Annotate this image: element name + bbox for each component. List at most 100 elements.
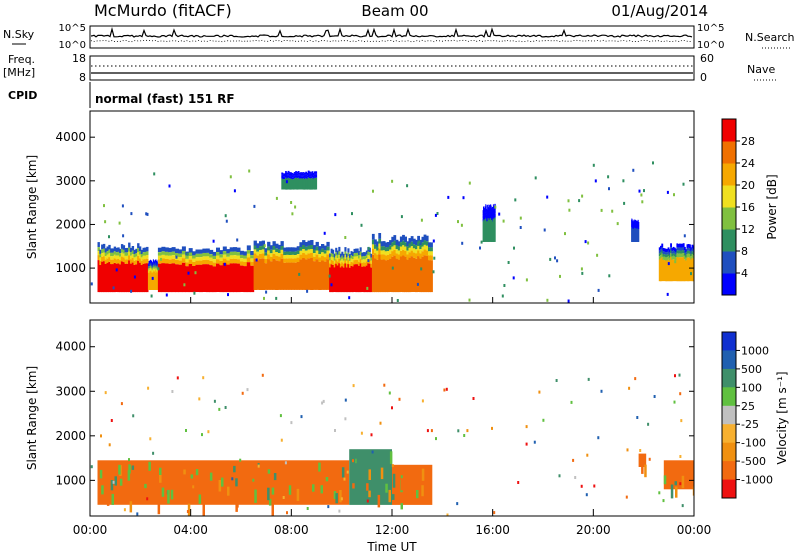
- power-cell: [293, 178, 296, 190]
- velocity-speckle: [385, 483, 388, 493]
- power-cell: [333, 267, 336, 292]
- velocity-speckle: [674, 374, 676, 378]
- nsky-label: N.Sky: [3, 28, 35, 41]
- power-cell: [222, 258, 227, 263]
- power-cell: [290, 172, 292, 174]
- power-cell: [676, 243, 679, 248]
- velocity-speckle: [368, 469, 371, 480]
- power-cell: [310, 172, 313, 174]
- power-cell: [297, 171, 300, 173]
- power-cell: [307, 258, 311, 290]
- velocity-speckle: [195, 469, 199, 476]
- power-cell: [272, 241, 276, 247]
- power-cell: [296, 178, 299, 190]
- velocity-speckle: [241, 391, 244, 395]
- power-speckle: [391, 266, 394, 270]
- power-cell: [378, 248, 382, 255]
- power-cell: [312, 174, 315, 176]
- power-cell: [662, 254, 665, 257]
- power-cell: [676, 257, 679, 282]
- power-cell: [493, 212, 495, 216]
- power-cell: [378, 233, 382, 239]
- power-cell: [128, 255, 131, 261]
- power-cell: [350, 258, 353, 262]
- power-cell: [209, 260, 214, 266]
- power-cell: [387, 242, 390, 247]
- power-cell: [362, 259, 365, 263]
- power-speckle: [418, 240, 421, 244]
- velocity-colorbar-tick-label: 25: [741, 400, 755, 413]
- power-cell: [195, 253, 200, 258]
- velocity-speckle: [246, 388, 249, 392]
- power-speckle: [186, 252, 189, 256]
- power-colorbar-segment: [722, 229, 736, 252]
- velocity-speckle: [186, 510, 189, 513]
- power-cell: [336, 254, 339, 258]
- power-cell: [672, 250, 675, 253]
- power-cell: [430, 251, 433, 256]
- power-cell: [192, 266, 197, 293]
- power-cell: [430, 242, 433, 248]
- noise-sky-trace: [90, 26, 693, 38]
- power-cell: [397, 254, 401, 260]
- power-cell: [365, 254, 368, 259]
- power-speckle: [578, 199, 581, 203]
- power-cell: [330, 264, 333, 293]
- power-cell: [402, 255, 405, 293]
- power-cell: [675, 257, 677, 261]
- power-cell: [308, 176, 311, 178]
- power-cell: [294, 247, 298, 252]
- power-cell: [302, 253, 306, 258]
- velocity-speckle: [325, 477, 329, 482]
- power-cell: [681, 253, 684, 258]
- power-cell: [297, 174, 300, 176]
- power-cell: [494, 210, 496, 214]
- velocity-speckle: [90, 465, 93, 469]
- power-cell: [402, 234, 405, 241]
- power-cell: [673, 253, 676, 257]
- power-speckle: [330, 283, 333, 287]
- power-cell: [291, 258, 295, 263]
- power-cell: [667, 259, 670, 282]
- power-speckle: [594, 179, 597, 183]
- power-cell: [378, 243, 382, 249]
- power-cell: [358, 255, 361, 259]
- power-cell: [691, 244, 694, 249]
- power-cell: [638, 229, 640, 242]
- power-speckle: [436, 212, 439, 215]
- power-cell: [355, 256, 358, 260]
- power-speckle: [165, 293, 168, 297]
- velocity-speckle: [371, 450, 374, 454]
- power-cell: [382, 246, 386, 251]
- power-cell: [397, 250, 401, 255]
- power-cell: [352, 262, 355, 267]
- power-cell: [144, 251, 147, 256]
- power-cell: [335, 263, 338, 293]
- power-cell: [277, 244, 282, 250]
- power-cell: [144, 247, 147, 252]
- velocity-speckle: [185, 429, 187, 432]
- power-cell: [192, 261, 197, 266]
- power-cell: [236, 255, 241, 260]
- power-cell: [339, 263, 342, 268]
- power-cell: [341, 258, 344, 263]
- power-cell: [389, 245, 392, 250]
- power-cell: [142, 259, 145, 264]
- power-cell: [297, 172, 300, 175]
- power-cell: [342, 253, 345, 258]
- power-cell: [303, 174, 306, 176]
- power-region: [157, 245, 255, 293]
- power-cell: [304, 246, 309, 251]
- power-cell: [692, 252, 694, 256]
- velocity-speckle: [366, 499, 369, 503]
- power-cell: [117, 255, 120, 259]
- power-cell: [202, 264, 207, 292]
- velocity-speckle: [333, 491, 337, 499]
- velocity-speckle: [106, 497, 110, 506]
- power-cell: [291, 247, 295, 252]
- velocity-speckle: [647, 422, 650, 426]
- power-cell: [117, 247, 120, 252]
- power-cell: [192, 251, 197, 256]
- velocity-colorbar-segment: [722, 387, 736, 407]
- power-cell: [374, 244, 377, 249]
